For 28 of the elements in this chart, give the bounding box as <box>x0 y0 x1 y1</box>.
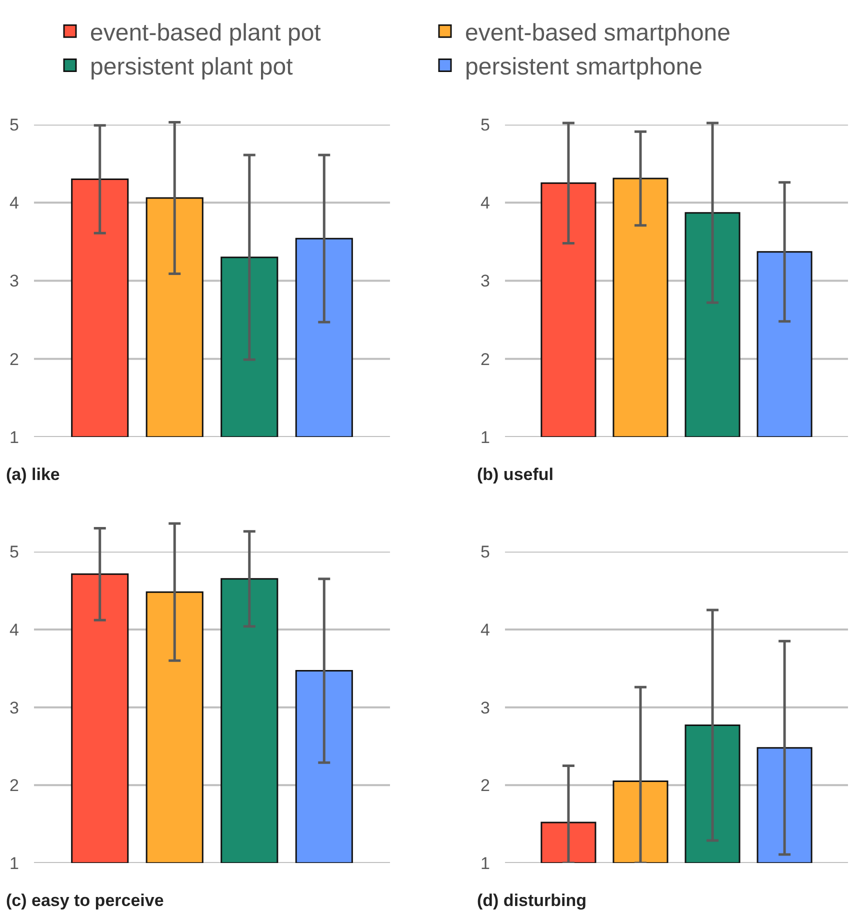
y-tick-label: 4 <box>10 194 19 213</box>
y-tick-label: 4 <box>10 620 19 640</box>
y-tick-label: 1 <box>10 428 19 447</box>
y-tick-label: 4 <box>480 620 490 640</box>
y-tick-label: 2 <box>480 350 490 369</box>
legend-label: event-based smartphone <box>465 19 730 46</box>
y-tick-label: 2 <box>10 776 19 796</box>
y-tick-label: 3 <box>10 698 19 718</box>
text: (b) useful <box>477 465 554 484</box>
y-tick-label: 5 <box>480 116 490 135</box>
y-tick-label: 1 <box>10 854 19 873</box>
y-tick-label: 2 <box>480 776 490 796</box>
y-tick-label: 3 <box>10 272 19 291</box>
y-tick-label: 5 <box>10 542 19 562</box>
y-tick-label: 2 <box>10 350 19 369</box>
y-tick-label: 5 <box>10 116 19 135</box>
y-tick-label: 3 <box>480 272 490 291</box>
y-tick-label: 1 <box>480 854 490 873</box>
legend-label: persistent plant pot <box>90 54 294 81</box>
text: (a) like <box>6 465 60 484</box>
y-tick-label: 1 <box>480 428 490 447</box>
text: (d) disturbing <box>477 891 587 910</box>
text: (c) easy to perceive <box>6 891 164 910</box>
y-tick-label: 4 <box>480 194 490 213</box>
legend-label: persistent smartphone <box>465 54 702 81</box>
y-tick-label: 3 <box>480 698 490 718</box>
y-tick-label: 5 <box>480 542 490 562</box>
legend-label: event-based plant pot <box>90 19 322 46</box>
